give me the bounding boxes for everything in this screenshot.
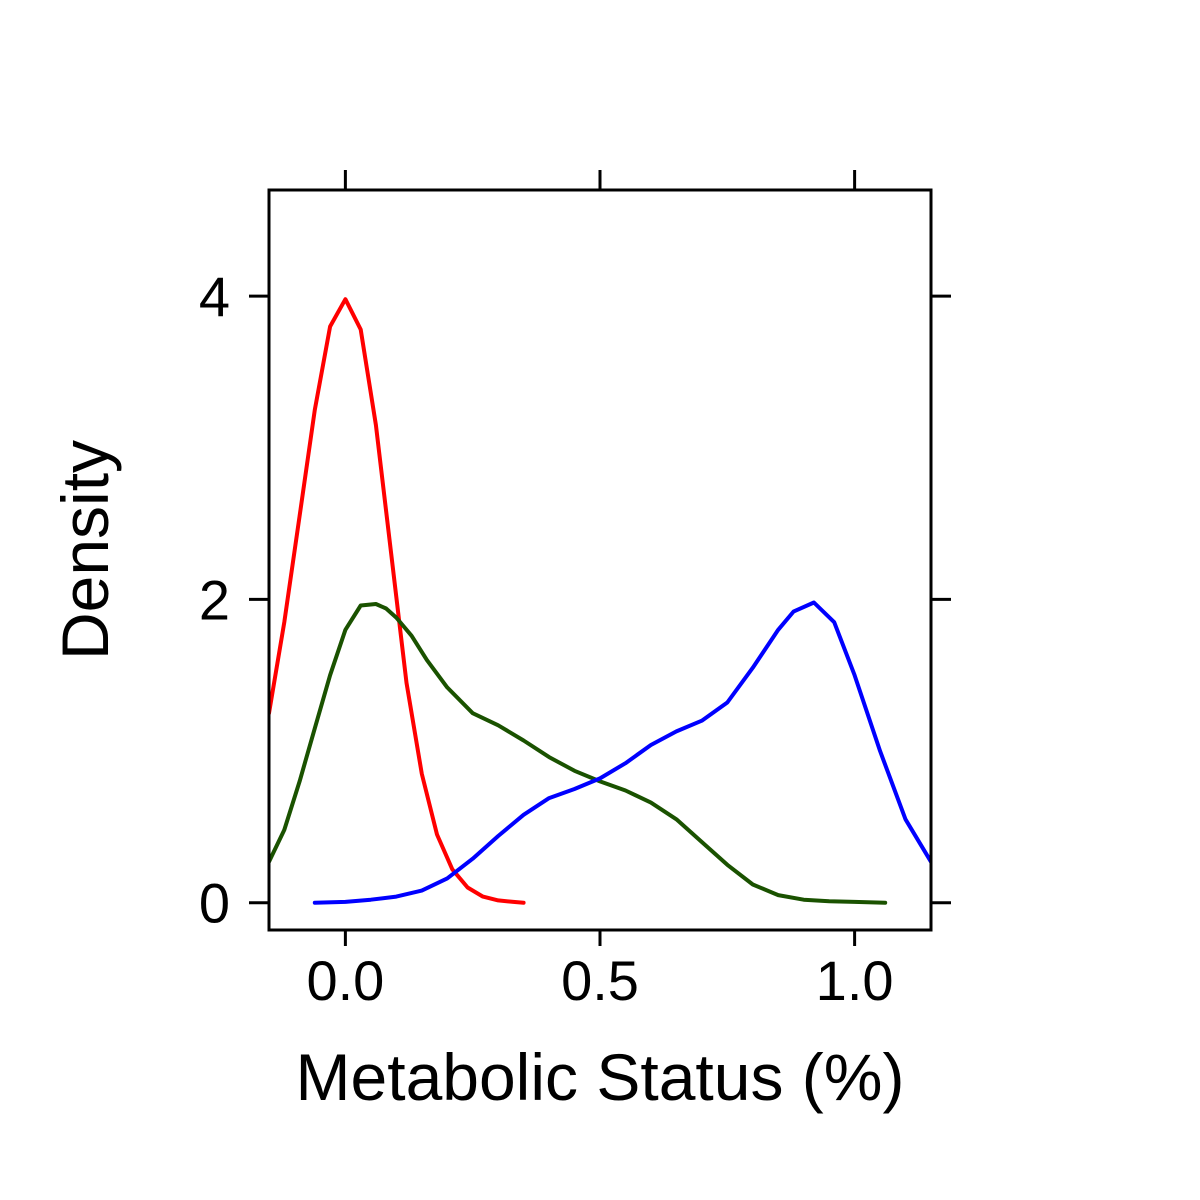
x-tick-label: 1.0 [816,949,894,1012]
y-tick-label: 4 [199,265,230,328]
y-axis-title: Density [48,440,122,660]
series-layer [269,297,931,905]
x-axis-top [343,170,857,190]
density-line-3 [312,600,931,905]
density-line-2 [269,602,888,905]
plot-frame [267,188,933,932]
y-axis-right [931,294,951,905]
x-tick-label: 0.0 [306,949,384,1012]
y-tick-label: 2 [199,568,230,631]
x-axis-title: Metabolic Status (%) [296,1040,905,1114]
density-line-1 [269,297,526,905]
y-axis-left: 0 2 4 [199,265,269,935]
x-tick-label: 0.5 [561,949,639,1012]
y-tick-label: 0 [199,872,230,935]
x-axis-bottom: 0.0 0.5 1.0 [306,930,894,1012]
